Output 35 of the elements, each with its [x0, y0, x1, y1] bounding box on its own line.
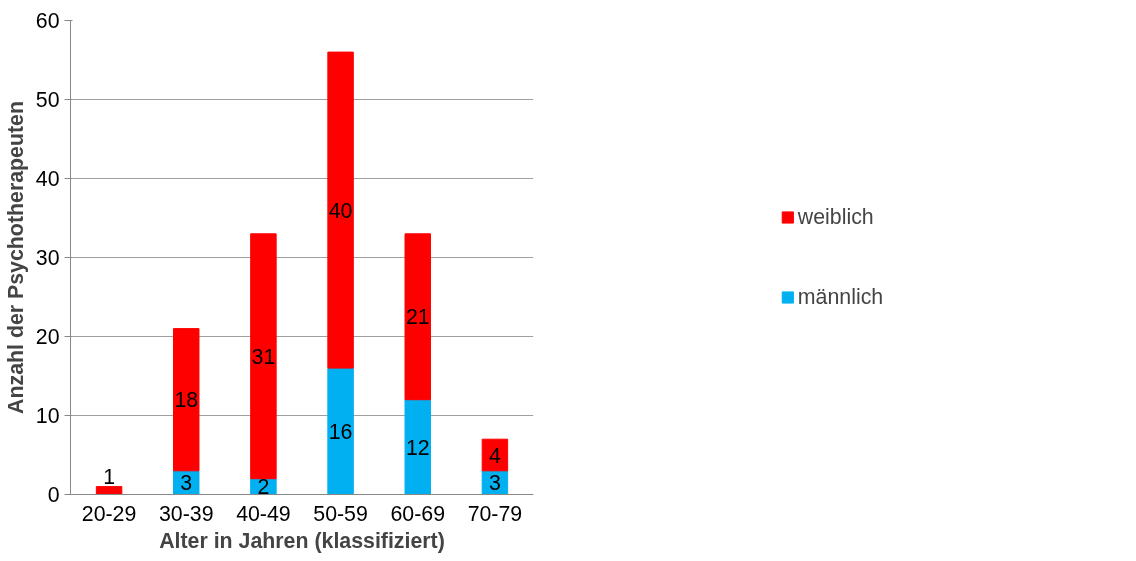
- legend-label: männlich: [797, 283, 884, 311]
- y-tick-label: 0: [47, 483, 60, 507]
- bar: [95, 486, 123, 495]
- data-label: 2: [257, 475, 270, 500]
- y-tick-label: 60: [35, 9, 60, 33]
- bar: [404, 233, 431, 401]
- data-label: 21: [405, 305, 430, 330]
- bar: [250, 233, 277, 480]
- y-tick-label: 30: [35, 246, 60, 270]
- data-label: 1: [103, 465, 116, 490]
- y-tick-label: 40: [35, 167, 60, 191]
- data-label: 18: [174, 388, 199, 413]
- y-tick-label: 50: [35, 88, 60, 112]
- legend-label: weiblich: [797, 203, 874, 231]
- data-label: 12: [405, 435, 430, 460]
- x-tick-label: 50-59: [313, 501, 368, 526]
- x-tick-label: 70-79: [467, 501, 523, 526]
- data-label: 3: [180, 471, 193, 496]
- bar: [327, 51, 354, 369]
- bar: [404, 399, 431, 495]
- y-tick-label: 20: [35, 325, 60, 349]
- x-axis-title: Alter in Jahren (klassifiziert): [159, 528, 445, 553]
- y-axis-title: Anzahl der Psychotherapeuten: [3, 101, 28, 414]
- bar: [327, 367, 354, 495]
- bar: [173, 328, 200, 472]
- x-tick-label: 20-29: [81, 501, 137, 526]
- x-tick-label: 60-69: [390, 501, 446, 526]
- data-label: 4: [488, 443, 501, 468]
- data-label: 3: [488, 471, 501, 496]
- y-tick-label: 10: [35, 404, 60, 428]
- data-label: 40: [328, 198, 353, 223]
- data-label: 31: [251, 344, 276, 369]
- x-tick-label: 40-49: [236, 501, 291, 526]
- data-label: 16: [328, 419, 353, 444]
- x-tick-label: 30-39: [158, 501, 214, 526]
